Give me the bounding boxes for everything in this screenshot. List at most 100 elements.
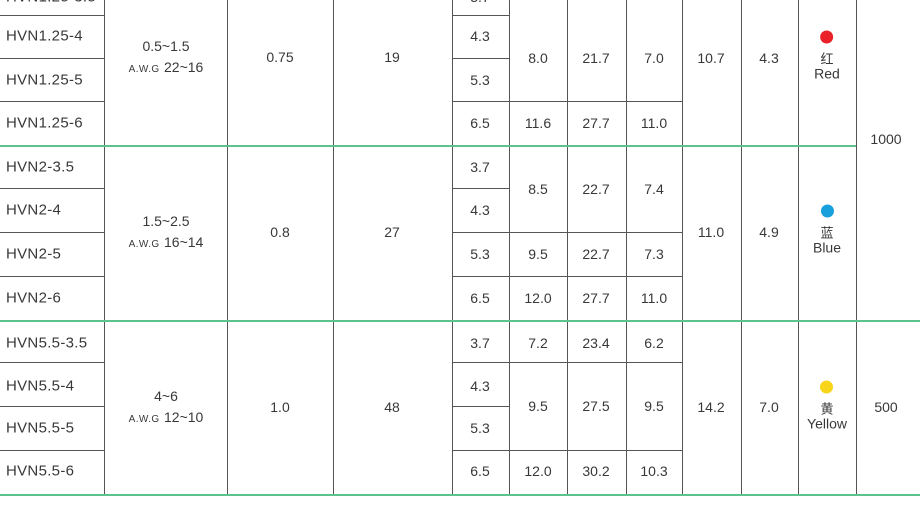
dim-cell: 11.0	[640, 115, 668, 131]
table-hline	[0, 101, 104, 102]
table-hline	[452, 101, 682, 102]
d-value-cell: 3.7	[470, 0, 489, 5]
d-value-cell: 4.3	[470, 378, 490, 394]
model-cell: HVN1.25-5	[6, 71, 83, 89]
table-hline	[0, 232, 104, 233]
table-vline	[567, 0, 568, 496]
table-hline	[452, 406, 509, 407]
dim-cell: 6.2	[644, 335, 664, 351]
table-hline	[0, 15, 104, 16]
model-cell: HVN1.25-6	[6, 114, 83, 132]
table-hline	[0, 276, 104, 277]
dim-cell: 11.0	[640, 290, 668, 306]
d-value-cell: 3.7	[470, 335, 490, 351]
model-cell: HVN2-6	[6, 289, 62, 307]
model-cell: HVN5.5-6	[6, 462, 75, 480]
group-separator-line	[0, 320, 920, 322]
awg-label: A.W.G	[128, 414, 160, 425]
table-hline	[452, 450, 682, 451]
dim-cell: 23.4	[582, 335, 610, 351]
thickness-cell: 1.0	[270, 399, 290, 415]
package-qty-cell: 1000	[870, 131, 902, 147]
table-vline	[856, 0, 857, 496]
awg-range: 16~14	[164, 234, 204, 250]
color-name-en: Blue	[812, 239, 842, 256]
model-cell: HVN5.5-4	[6, 377, 75, 395]
dim-cell: 7.0	[644, 50, 664, 66]
table-hline	[452, 276, 682, 277]
dim-cell: 11.6	[524, 115, 552, 131]
table-hline	[452, 232, 682, 233]
package-qty-cell: 500	[874, 399, 898, 415]
dim-cell: 9.5	[528, 246, 548, 262]
dim-cell: 8.0	[528, 50, 548, 66]
table-hline	[452, 188, 509, 189]
table-hline	[0, 362, 104, 363]
dim-cell: 9.5	[528, 398, 548, 414]
table-hline	[452, 15, 509, 16]
wire-range-mm: 1.5~2.5	[142, 213, 190, 229]
d-value-cell: 4.3	[470, 202, 490, 218]
model-cell: HVN2-4	[6, 201, 62, 219]
d-value-cell: 5.3	[470, 420, 490, 436]
yellow-dot-icon	[820, 380, 834, 394]
color-name-en: Red	[814, 65, 840, 82]
awg-label: A.W.G	[128, 239, 160, 250]
table-vline	[741, 0, 742, 496]
table-vline	[452, 0, 453, 496]
table-bottom-line	[0, 494, 920, 496]
table-hline	[0, 188, 104, 189]
table-vline	[798, 0, 799, 496]
table-vline	[682, 0, 683, 496]
d-value-cell: 6.5	[470, 463, 490, 479]
d-value-cell: 4.3	[470, 28, 490, 44]
blue-dot-icon	[820, 204, 834, 218]
dim-cell: 10.3	[640, 463, 668, 479]
model-cell: HVN2-3.5	[6, 158, 75, 176]
dim-cell: 22.7	[582, 181, 610, 197]
color-name-cn: 红	[820, 51, 834, 67]
w1-cell: 10.7	[697, 50, 725, 66]
wire-range-cell: 1.5~2.5 A.W.G 16~14	[129, 211, 204, 255]
color-cell: 红 Red	[814, 30, 840, 82]
current-cell: 48	[384, 399, 400, 415]
table-hline	[452, 58, 509, 59]
dim-cell: 27.7	[582, 115, 610, 131]
color-cell: 蓝 Blue	[812, 204, 842, 256]
dim-cell: 7.4	[644, 181, 664, 197]
color-name-cn: 黄	[820, 401, 834, 417]
table-vline	[227, 0, 228, 496]
w2-cell: 7.0	[759, 399, 779, 415]
dim-cell: 9.5	[644, 398, 664, 414]
w1-cell: 14.2	[697, 399, 725, 415]
table-hline	[452, 362, 682, 363]
current-cell: 27	[384, 224, 400, 240]
dim-cell: 12.0	[524, 463, 552, 479]
d-value-cell: 6.5	[470, 115, 490, 131]
dim-cell: 7.3	[644, 246, 664, 262]
dim-cell: 30.2	[582, 463, 610, 479]
model-cell: HVN5.5-5	[6, 419, 75, 437]
wire-range-mm: 4~6	[154, 388, 178, 404]
table-vline	[509, 0, 510, 496]
d-value-cell: 5.3	[470, 72, 490, 88]
dim-cell: 8.5	[528, 181, 548, 197]
model-cell: HVN2-5	[6, 245, 62, 263]
awg-range: 12~10	[164, 409, 204, 425]
group-separator-line	[0, 145, 856, 147]
model-cell: HVN1.25-4	[6, 27, 83, 45]
color-name-cn: 蓝	[820, 225, 834, 241]
table-vline	[626, 0, 627, 496]
model-cell: HVN1.25-3.5	[6, 0, 96, 6]
dim-cell: 12.0	[524, 290, 552, 306]
table-vline	[104, 0, 105, 496]
wire-range-mm: 0.5~1.5	[142, 38, 190, 54]
w2-cell: 4.3	[759, 50, 779, 66]
wire-range-cell: 0.5~1.5 A.W.G 22~16	[129, 36, 204, 80]
table-hline	[0, 450, 104, 451]
w2-cell: 4.9	[759, 224, 779, 240]
d-value-cell: 6.5	[470, 290, 490, 306]
dim-cell: 21.7	[582, 50, 610, 66]
table-hline	[0, 406, 104, 407]
